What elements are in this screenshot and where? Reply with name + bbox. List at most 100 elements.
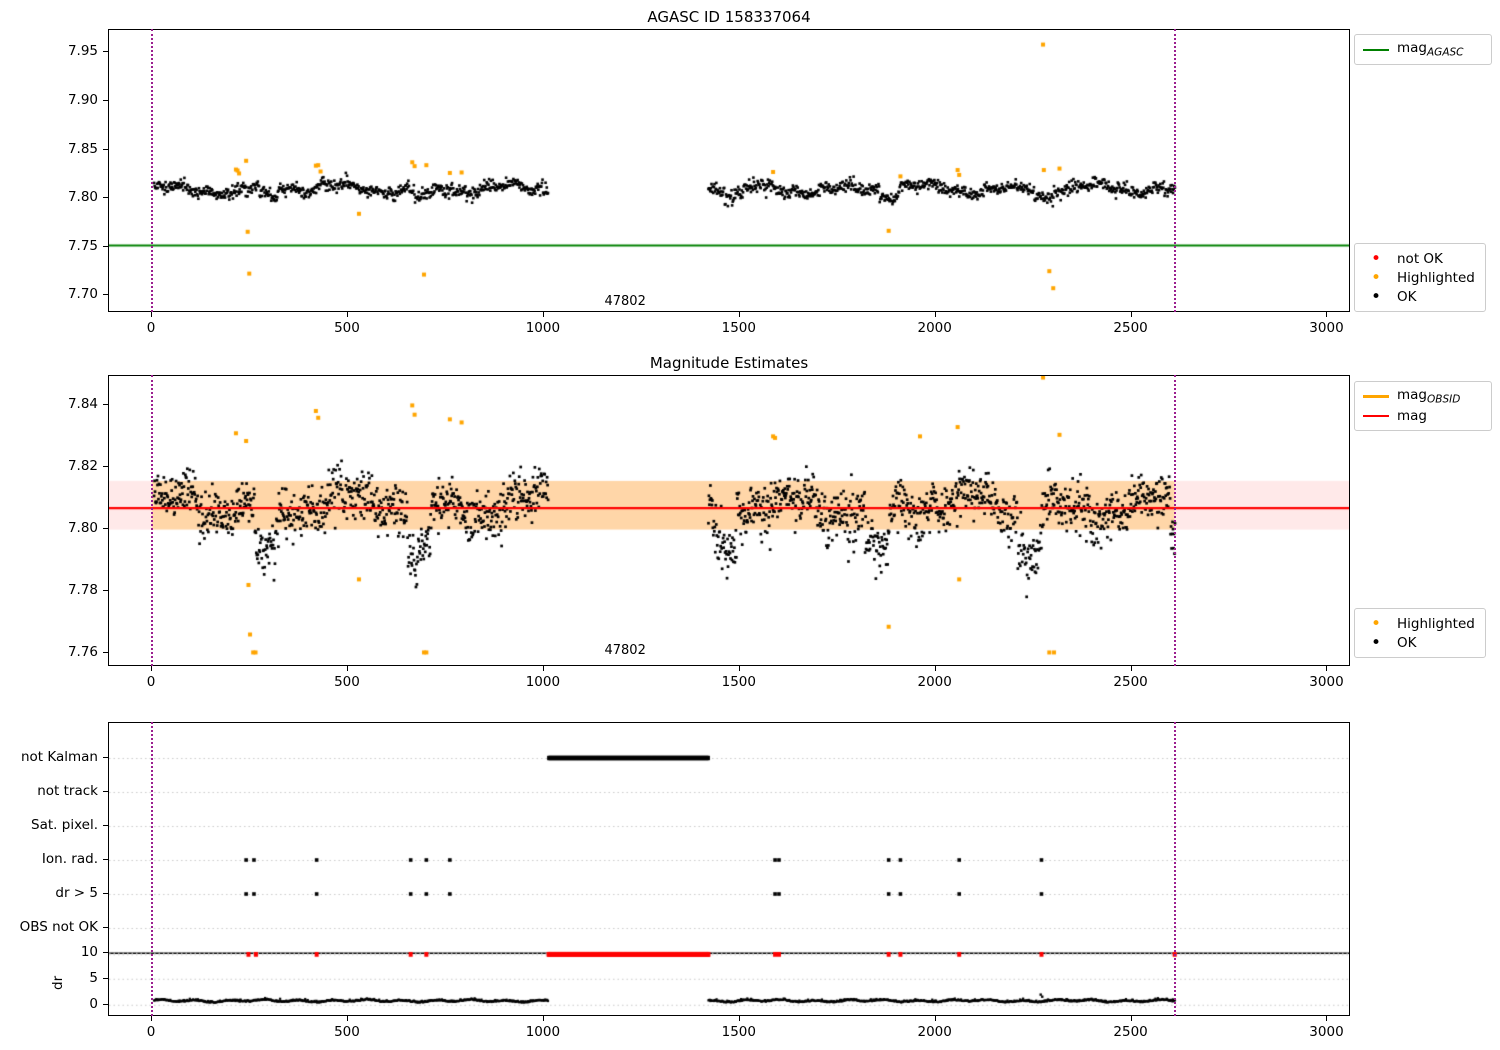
panel3-rowlabel-2: Sat. pixel. [31, 817, 98, 833]
panel3-rowlabel-5: OBS not OK [19, 919, 98, 935]
panel1-legend-top[interactable]: magAGASC [1354, 34, 1492, 65]
p2area-canvas [109, 376, 1349, 665]
panel1-title: AGASC ID 158337064 [647, 8, 811, 26]
panel1-ytickmark-2 [103, 197, 108, 199]
panel3-xtickmark-3 [738, 1016, 740, 1021]
panel1-xtickmark-5 [1130, 312, 1132, 317]
panel3-vline-obsid-start [151, 722, 154, 1016]
legend-item-highlighted[interactable]: • Highlighted [1363, 268, 1477, 287]
red-line-icon [1363, 414, 1389, 417]
panel2-vline-obsid-end [1173, 375, 1176, 666]
panel2-xtickmark-5 [1130, 666, 1132, 671]
panel2-xtick-0: 0 [146, 674, 156, 690]
panel3-drytick-10: 10 [80, 943, 98, 960]
panel1-ytickmark-1 [103, 245, 108, 247]
panel3-dr-axis-label: dr [50, 975, 66, 990]
panel1-xtickmark-3 [738, 312, 740, 317]
panel1-xtickmark-0 [151, 312, 153, 317]
panel2-title: Magnitude Estimates [649, 354, 809, 372]
panel3-xtickmark-5 [1130, 1016, 1132, 1021]
panel3-drytick-5: 5 [89, 969, 98, 986]
panel1-xtickmark-6 [1326, 312, 1328, 317]
legend-label-not-ok: not OK [1397, 250, 1443, 267]
legend-label-ok: OK [1397, 288, 1417, 305]
panel1-xtick-1000: 1000 [525, 320, 561, 336]
panel3-xtickmark-6 [1326, 1016, 1328, 1021]
panel3-xtick-2500: 2500 [1113, 1024, 1148, 1040]
panel2-xtickmark-6 [1326, 666, 1328, 671]
p3area-canvas [109, 723, 1349, 1015]
panel-status-flags [108, 722, 1350, 1016]
legend-item-highlighted-2[interactable]: • Highlighted [1363, 614, 1477, 633]
panel1-ytick-7.95: 7.95 [67, 43, 98, 60]
legend-label-mag-obsid: magOBSID [1397, 387, 1461, 406]
panel3-rowlabel-3: Ion. rad. [41, 851, 98, 867]
panel1-xtick-2500: 2500 [1113, 320, 1148, 336]
legend-item-ok[interactable]: • OK [1363, 287, 1477, 306]
panel2-ytickmark-0 [103, 652, 108, 654]
legend-label-highlighted: Highlighted [1397, 269, 1475, 286]
black-dot-icon: • [1370, 286, 1382, 307]
panel1-xtick-1500: 1500 [721, 320, 756, 336]
legend-item-ok-2[interactable]: • OK [1363, 633, 1477, 652]
legend-item-not-ok[interactable]: • not OK [1363, 249, 1477, 268]
panel2-vline-obsid-start [151, 375, 154, 666]
panel2-legend-bottom[interactable]: • Highlighted • OK [1354, 608, 1486, 658]
panel1-legend-bottom[interactable]: • not OK • Highlighted • OK [1354, 243, 1486, 312]
panel2-xtick-2000: 2000 [917, 674, 952, 690]
panel2-xtickmark-2 [542, 666, 544, 671]
panel1-obsid-label: 47802 [604, 294, 646, 310]
panel3-drytickmark-0 [103, 1003, 108, 1005]
panel3-rowtick-0 [103, 757, 108, 758]
panel2-ytick-7.78: 7.78 [67, 582, 98, 599]
panel3-xtickmark-2 [542, 1016, 544, 1021]
panel2-obsid-label: 47802 [604, 642, 646, 658]
panel2-ytickmark-3 [103, 466, 108, 468]
orange-line-icon [1363, 395, 1389, 398]
panel1-vline-obsid-end [1173, 29, 1176, 312]
panel1-ytick-7.70: 7.70 [67, 286, 98, 303]
panel2-xtickmark-1 [346, 666, 348, 671]
panel3-xtick-2000: 2000 [917, 1024, 952, 1040]
panel2-ytickmark-4 [103, 404, 108, 406]
panel1-ytickmark-3 [103, 148, 108, 150]
panel1-xtick-0: 0 [146, 320, 156, 336]
legend-label-ok-2: OK [1397, 634, 1417, 651]
panel3-xtickmark-1 [346, 1016, 348, 1021]
legend-item-mag[interactable]: mag [1363, 406, 1483, 425]
panel2-legend-top[interactable]: magOBSID mag [1354, 381, 1492, 431]
panel3-rowlabel-1: not track [37, 783, 98, 799]
panel1-ytick-7.85: 7.85 [67, 140, 98, 157]
panel2-ytickmark-2 [103, 528, 108, 530]
panel3-xtickmark-0 [151, 1016, 153, 1021]
panel2-xtick-1500: 1500 [721, 674, 756, 690]
legend-label-highlighted-2: Highlighted [1397, 615, 1475, 632]
green-line-icon [1363, 48, 1389, 51]
panel3-xtick-3000: 3000 [1309, 1024, 1344, 1040]
panel3-rowtick-1 [103, 791, 108, 792]
panel2-ytick-7.84: 7.84 [67, 396, 98, 413]
panel2-xtick-500: 500 [334, 674, 360, 690]
legend-item-mag-obsid[interactable]: magOBSID [1363, 387, 1483, 406]
black-dot-icon: • [1370, 632, 1382, 653]
panel3-rowtick-5 [103, 927, 108, 928]
panel2-ytick-7.80: 7.80 [67, 520, 98, 537]
legend-item-mag-agasc[interactable]: magAGASC [1363, 40, 1483, 59]
panel3-xtick-500: 500 [334, 1024, 360, 1040]
panel1-ytickmark-5 [103, 51, 108, 53]
panel1-ytickmark-0 [103, 294, 108, 296]
panel3-rowtick-4 [103, 893, 108, 894]
red-dot-icon: • [1370, 248, 1382, 269]
panel2-ytickmark-1 [103, 590, 108, 592]
panel3-rowtick-3 [103, 859, 108, 860]
panel3-xtick-0: 0 [146, 1024, 156, 1040]
panel3-xtick-1500: 1500 [721, 1024, 756, 1040]
legend-label-mag: mag [1397, 407, 1427, 424]
panel3-xtickmark-4 [934, 1016, 936, 1021]
panel-magnitude-vs-time [108, 29, 1350, 312]
panel2-xtickmark-3 [738, 666, 740, 671]
panel2-ytick-7.76: 7.76 [67, 644, 98, 661]
panel1-ytick-7.75: 7.75 [67, 237, 98, 254]
panel1-ytick-7.80: 7.80 [67, 189, 98, 206]
